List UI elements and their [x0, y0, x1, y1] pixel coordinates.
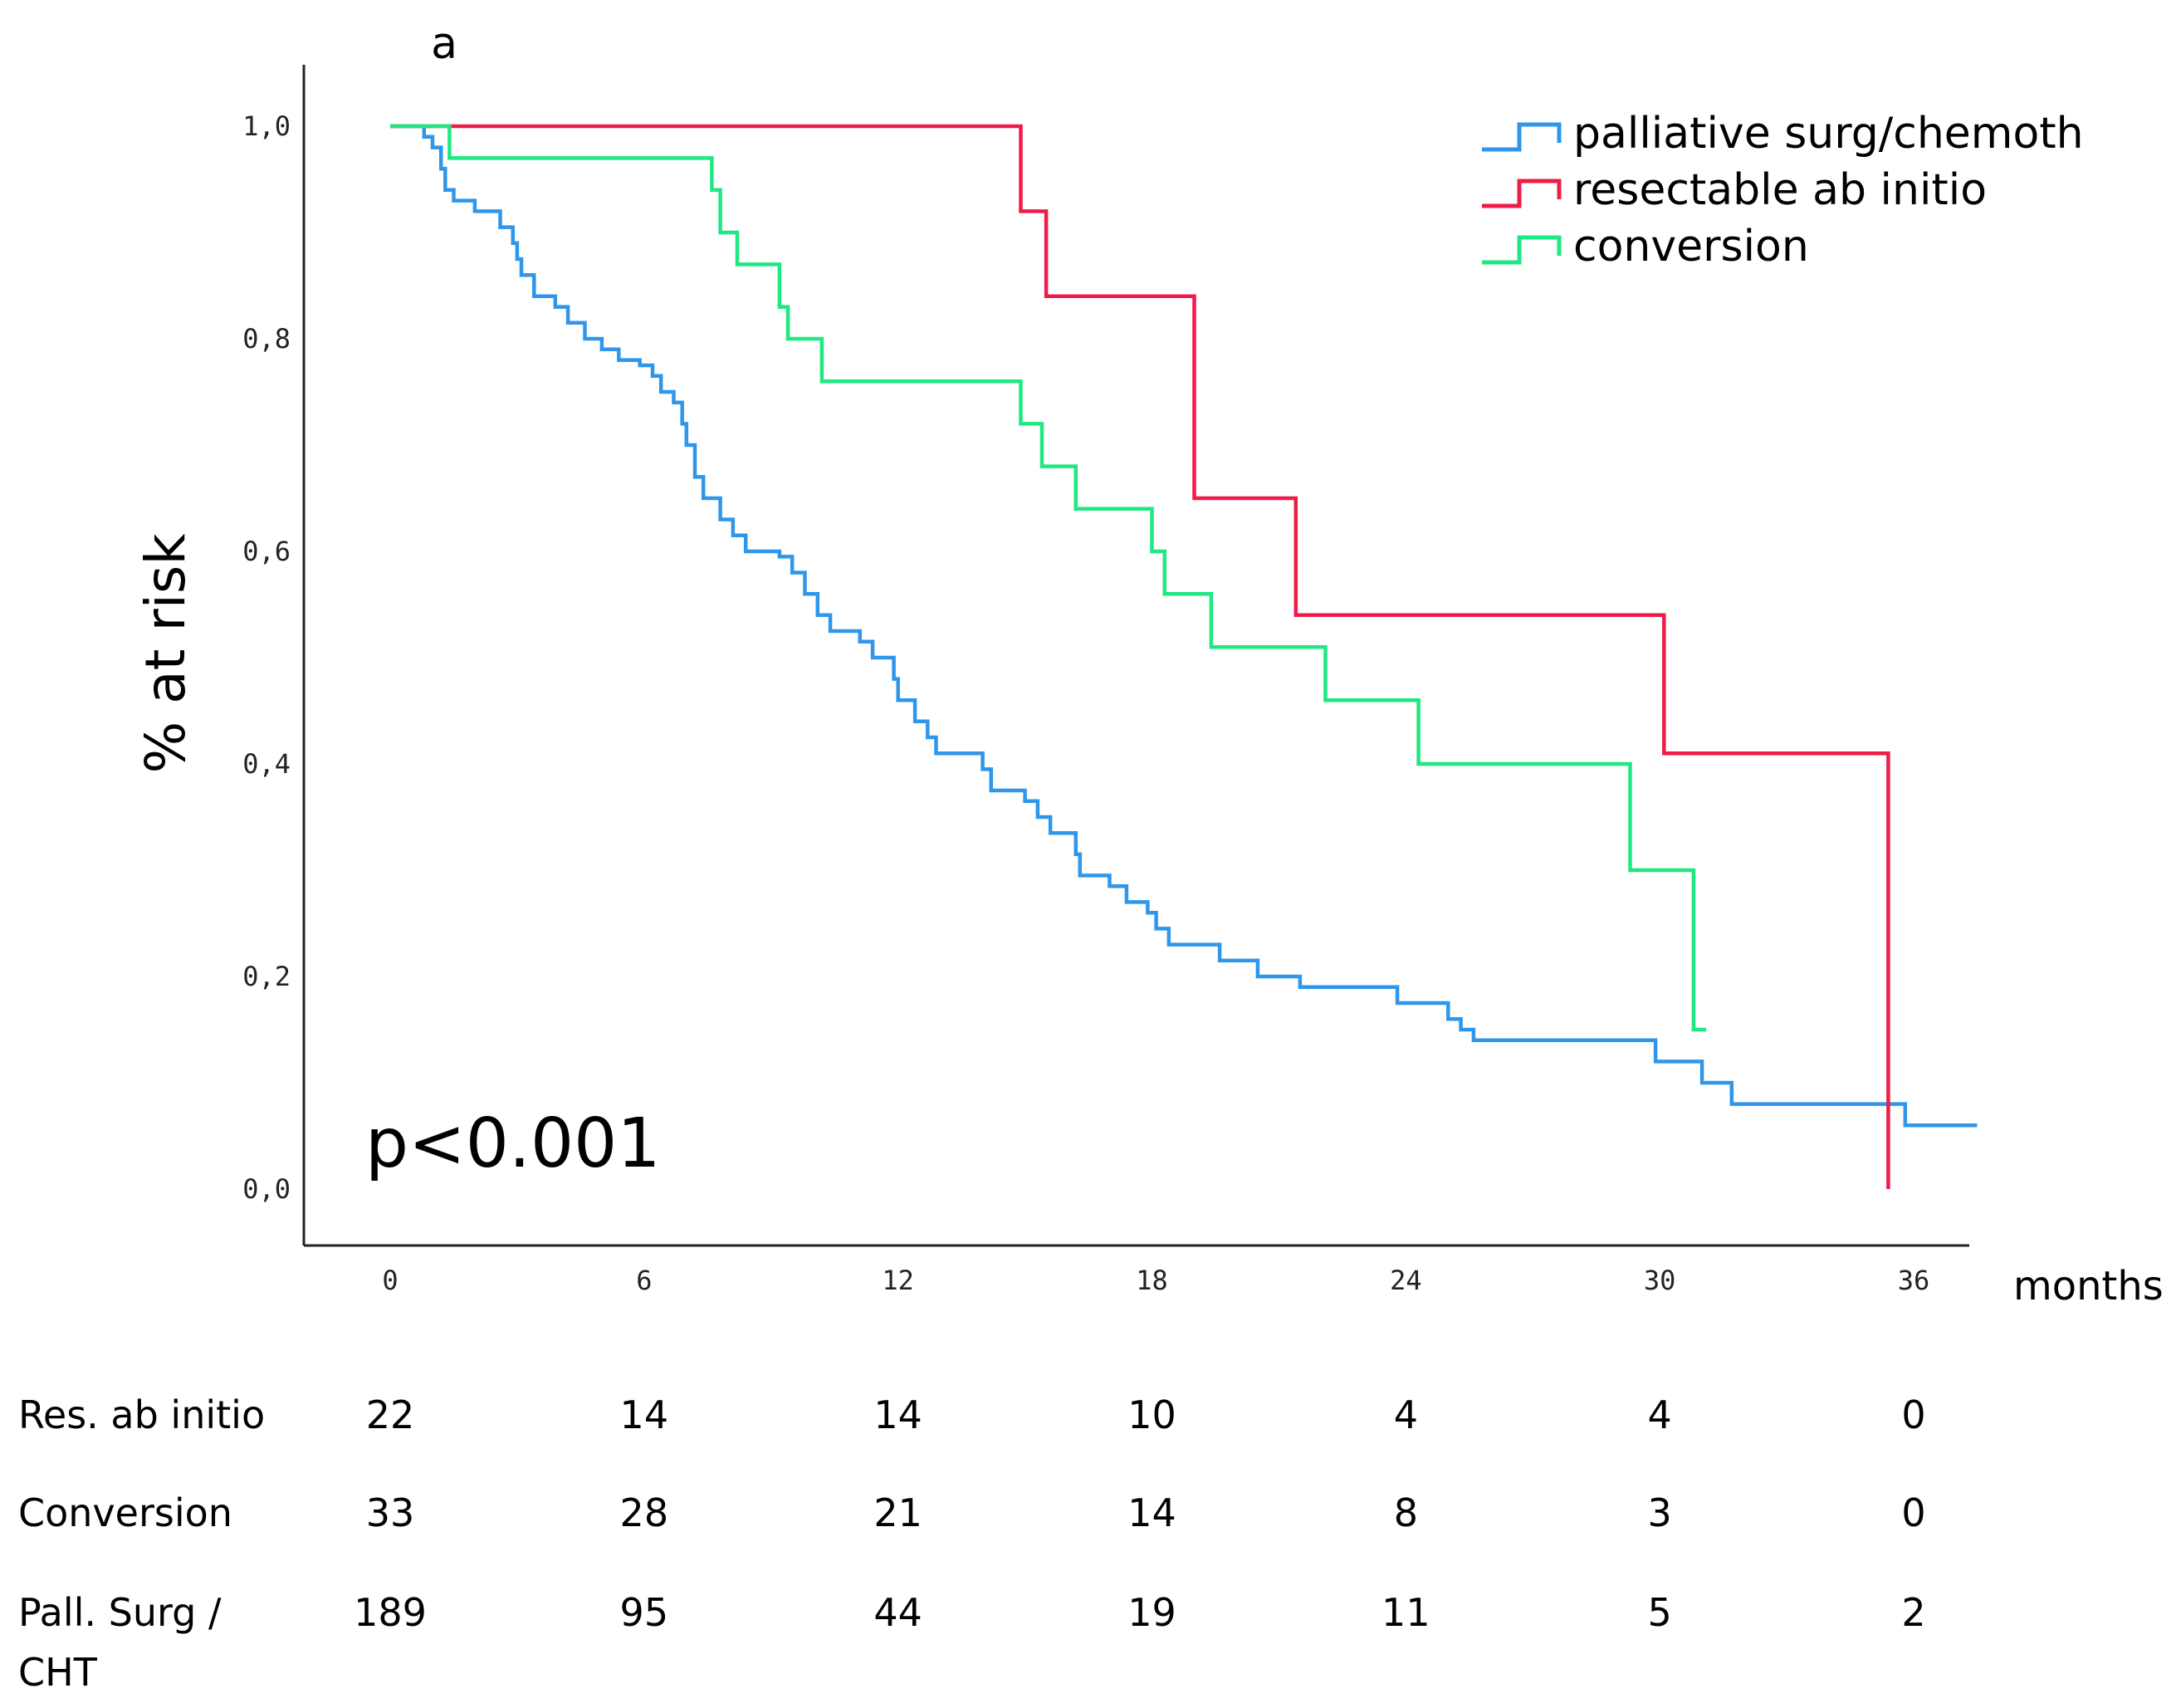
x-tick-label: 24 — [1390, 1265, 1422, 1296]
y-tick-label: 0,0 — [242, 1173, 291, 1205]
risk-table-cell: 8 — [1394, 1490, 1418, 1535]
risk-table-cell: 0 — [1901, 1392, 1925, 1437]
survival-curves — [390, 124, 1978, 1189]
risk-table-cell: 5 — [1648, 1590, 1672, 1635]
axes — [302, 65, 1969, 1247]
risk-table-cell: 4 — [1648, 1392, 1672, 1437]
legend-swatch — [1482, 179, 1562, 208]
risk-table-cell: 21 — [873, 1490, 922, 1535]
legend-swatch — [1482, 122, 1562, 152]
p-value-annotation: p<0.001 — [365, 1104, 661, 1183]
x-tick-label: 6 — [636, 1265, 652, 1296]
legend-label: resectable ab initio — [1573, 165, 1987, 215]
legend: palliative surg/chemoth resectable ab ini… — [1482, 109, 2084, 272]
risk-table-row-label: CHT — [18, 1650, 98, 1695]
y-tick-labels: 0,0 0,2 0,4 0,6 0,8 1,0 — [242, 110, 291, 1205]
series-line-resectable-ab-initio — [390, 124, 1890, 1189]
legend-label: conversion — [1573, 222, 1809, 272]
x-axis-label: months — [2013, 1263, 2164, 1309]
legend-swatch — [1482, 235, 1562, 265]
risk-table-cell: 0 — [1901, 1490, 1925, 1535]
risk-table-cell: 14 — [873, 1392, 922, 1437]
x-tick-label: 30 — [1644, 1265, 1676, 1296]
y-tick-label: 0,8 — [242, 323, 291, 355]
risk-table-cell: 2 — [1901, 1590, 1925, 1635]
y-axis-label: % at risk — [134, 533, 198, 774]
risk-table-row-label: Conversion — [18, 1490, 232, 1535]
risk-table-cell: 28 — [620, 1490, 669, 1535]
y-tick-label: 0,2 — [242, 961, 291, 992]
x-tick-label: 36 — [1898, 1265, 1930, 1296]
risk-table-cell: 44 — [873, 1590, 922, 1635]
risk-table-cell: 33 — [366, 1490, 415, 1535]
risk-table-row-label: Res. ab initio — [18, 1392, 265, 1437]
risk-table-cell: 95 — [620, 1590, 669, 1635]
y-tick-label: 0,4 — [242, 748, 291, 780]
legend-label: palliative surg/chemoth — [1573, 109, 2084, 159]
x-tick-label: 0 — [382, 1265, 398, 1296]
risk-table-row-label: Pall. Surg / — [18, 1590, 222, 1635]
risk-table-cell: 189 — [354, 1590, 427, 1635]
y-tick-label: 0,6 — [242, 536, 291, 567]
risk-table-cell: 14 — [1127, 1490, 1176, 1535]
panel-label: a — [431, 19, 457, 69]
risk-table-cell: 4 — [1394, 1392, 1418, 1437]
risk-table-cell: 3 — [1648, 1490, 1672, 1535]
risk-table-cell: 10 — [1127, 1392, 1176, 1437]
series-line-conversion — [390, 124, 1707, 1032]
risk-table-cell: 22 — [366, 1392, 415, 1437]
x-tick-label: 18 — [1136, 1265, 1168, 1296]
series-line-palliative-surg-chemoth — [390, 124, 1978, 1128]
y-tick-label: 1,0 — [242, 110, 291, 142]
risk-table-cell: 11 — [1381, 1590, 1430, 1635]
risk-table-cell: 14 — [620, 1392, 669, 1437]
x-tick-labels: 0 6 12 18 24 30 36 — [382, 1265, 1929, 1296]
x-tick-label: 12 — [882, 1265, 914, 1296]
risk-table-cell: 19 — [1127, 1590, 1176, 1635]
